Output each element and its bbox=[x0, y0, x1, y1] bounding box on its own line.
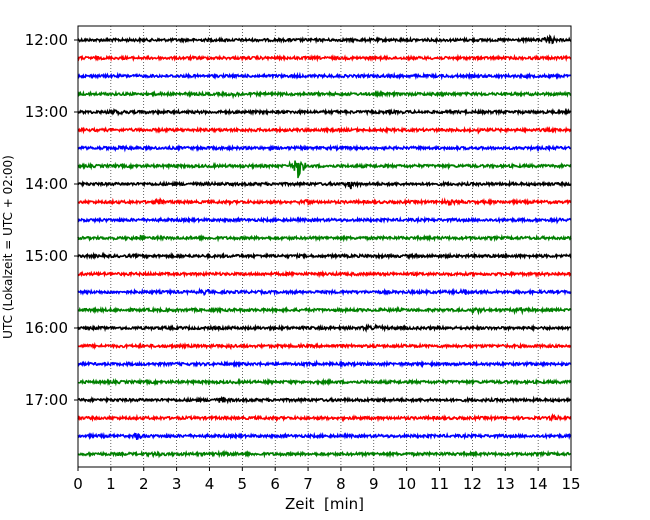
x-tick-label: 14 bbox=[529, 475, 548, 493]
x-tick-label: 4 bbox=[205, 475, 215, 493]
y-tick-label: 12:00 bbox=[25, 31, 68, 49]
trace-line bbox=[77, 269, 572, 279]
seismic-traces bbox=[77, 34, 572, 459]
y-tick-label: 13:00 bbox=[25, 103, 68, 121]
x-tick-label: 5 bbox=[238, 475, 248, 493]
trace-line bbox=[77, 305, 572, 316]
trace-line bbox=[77, 89, 572, 100]
x-tick-label: 12 bbox=[463, 475, 482, 493]
trace-line bbox=[77, 34, 572, 45]
trace-line bbox=[77, 431, 572, 441]
y-tick-label: 14:00 bbox=[25, 175, 68, 193]
trace-line bbox=[77, 53, 572, 63]
x-tick-label: 15 bbox=[561, 475, 580, 493]
trace-line bbox=[77, 287, 572, 297]
x-tick-label: 1 bbox=[106, 475, 116, 493]
trace-line bbox=[77, 71, 572, 81]
x-tick-label: 10 bbox=[397, 475, 416, 493]
y-tick-label: 16:00 bbox=[25, 319, 68, 337]
trace-line bbox=[77, 125, 572, 135]
x-tick-label: 13 bbox=[496, 475, 515, 493]
x-tick-label: 3 bbox=[172, 475, 182, 493]
x-tick-label: 9 bbox=[369, 475, 379, 493]
x-axis-ticks: 0 1 2 3 4 5 6 7 8 9 10 11 12 13 14 15 bbox=[73, 467, 581, 493]
trace-line bbox=[77, 251, 572, 261]
x-tick-label: 11 bbox=[430, 475, 449, 493]
y-tick-label: 15:00 bbox=[25, 247, 68, 265]
x-axis-label: Zeit [min] bbox=[285, 495, 364, 513]
x-tick-label: 2 bbox=[139, 475, 149, 493]
trace-line bbox=[77, 323, 572, 333]
trace-line bbox=[77, 377, 572, 387]
trace-line bbox=[77, 233, 572, 243]
x-tick-label: 0 bbox=[73, 475, 83, 493]
trace-line bbox=[77, 197, 572, 207]
trace-line bbox=[77, 412, 572, 423]
x-tick-label: 8 bbox=[336, 475, 346, 493]
plot-frame bbox=[77, 25, 572, 468]
trace-line bbox=[77, 107, 572, 117]
trace-line bbox=[77, 179, 572, 190]
y-axis-label: UTC (Lokalzeit = UTC + 02:00) bbox=[1, 155, 15, 339]
x-tick-label: 7 bbox=[303, 475, 313, 493]
trace-line bbox=[77, 215, 572, 225]
y-axis-ticks: 12:00 13:00 14:00 15:00 16:00 17:00 bbox=[25, 31, 78, 409]
trace-line bbox=[77, 143, 572, 153]
trace-line bbox=[77, 449, 572, 459]
trace-line bbox=[77, 395, 572, 405]
trace-line bbox=[77, 341, 572, 351]
x-tick-label: 6 bbox=[270, 475, 280, 493]
y-tick-label: 17:00 bbox=[25, 391, 68, 409]
trace-line bbox=[77, 159, 572, 179]
plot-background bbox=[78, 26, 571, 467]
trace-line bbox=[77, 359, 572, 369]
